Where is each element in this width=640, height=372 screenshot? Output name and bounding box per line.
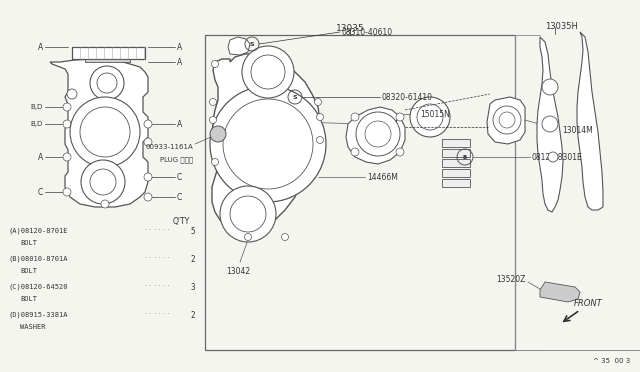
Circle shape — [210, 86, 326, 202]
Circle shape — [542, 116, 558, 132]
Bar — [442, 159, 470, 167]
Circle shape — [242, 46, 294, 98]
Circle shape — [63, 153, 71, 161]
Text: 13014M: 13014M — [562, 125, 593, 135]
Circle shape — [282, 234, 289, 241]
Circle shape — [209, 116, 216, 124]
Text: PLUG プラグ: PLUG プラグ — [160, 157, 193, 163]
Circle shape — [144, 120, 152, 128]
Circle shape — [542, 79, 558, 95]
Circle shape — [210, 126, 226, 142]
Text: 13035: 13035 — [335, 24, 364, 33]
Polygon shape — [228, 37, 250, 55]
Text: 2: 2 — [190, 311, 195, 320]
Text: A: A — [38, 42, 43, 51]
Text: A: A — [177, 42, 182, 51]
Polygon shape — [537, 37, 563, 212]
Text: 3: 3 — [190, 283, 195, 292]
Circle shape — [396, 113, 404, 121]
Text: WASHER: WASHER — [20, 324, 45, 330]
Text: 2: 2 — [190, 255, 195, 264]
Text: (B)08010-8701A: (B)08010-8701A — [8, 255, 67, 262]
Circle shape — [211, 158, 218, 166]
Text: S: S — [292, 94, 298, 99]
Circle shape — [548, 152, 558, 162]
Text: C: C — [177, 192, 182, 202]
Bar — [442, 139, 470, 147]
Text: BOLT: BOLT — [20, 296, 37, 302]
Polygon shape — [212, 54, 320, 230]
Polygon shape — [72, 47, 145, 59]
Circle shape — [144, 193, 152, 201]
Text: 00933-1161A: 00933-1161A — [145, 144, 193, 150]
Text: B,D: B,D — [31, 121, 43, 127]
Bar — [442, 179, 470, 187]
Circle shape — [63, 103, 71, 111]
Text: · · · · · ·: · · · · · · — [145, 227, 170, 233]
Circle shape — [144, 138, 152, 146]
Text: A: A — [177, 119, 182, 128]
Bar — [442, 149, 470, 157]
Circle shape — [356, 112, 400, 156]
Polygon shape — [577, 32, 603, 210]
Text: C: C — [177, 173, 182, 182]
Text: 14466M: 14466M — [367, 173, 398, 182]
Text: 08310-40610: 08310-40610 — [342, 28, 393, 36]
Circle shape — [396, 148, 404, 156]
Circle shape — [317, 113, 323, 121]
Text: Q'TY: Q'TY — [173, 217, 190, 226]
Circle shape — [351, 113, 359, 121]
Text: 15015N: 15015N — [420, 109, 450, 119]
Text: C: C — [38, 187, 43, 196]
Circle shape — [67, 89, 77, 99]
Circle shape — [211, 61, 218, 67]
Circle shape — [351, 148, 359, 156]
Text: B: B — [463, 154, 467, 160]
Text: (C)08120-64520: (C)08120-64520 — [8, 283, 67, 289]
Circle shape — [209, 99, 216, 106]
Polygon shape — [540, 282, 580, 302]
Circle shape — [144, 173, 152, 181]
Text: (D)08915-3381A: (D)08915-3381A — [8, 311, 67, 317]
Text: 5: 5 — [190, 227, 195, 236]
Circle shape — [317, 137, 323, 144]
Text: BOLT: BOLT — [20, 240, 37, 246]
Text: 08320-61410: 08320-61410 — [382, 93, 433, 102]
Text: · · · · · ·: · · · · · · — [145, 311, 170, 317]
Circle shape — [244, 234, 252, 241]
Text: ^ 35  00 3: ^ 35 00 3 — [593, 358, 630, 364]
Text: 13035H: 13035H — [545, 22, 578, 31]
Circle shape — [70, 97, 140, 167]
Text: A: A — [38, 153, 43, 161]
Polygon shape — [346, 107, 405, 164]
Text: BOLT: BOLT — [20, 268, 37, 274]
Text: S: S — [250, 42, 254, 46]
Circle shape — [90, 66, 124, 100]
Text: 08120-8301E: 08120-8301E — [532, 153, 583, 161]
Text: B,D: B,D — [31, 104, 43, 110]
Text: · · · · · ·: · · · · · · — [145, 283, 170, 289]
Circle shape — [63, 120, 71, 128]
Text: · · · · · ·: · · · · · · — [145, 255, 170, 261]
Polygon shape — [50, 59, 148, 207]
Circle shape — [81, 160, 125, 204]
Text: 13520Z: 13520Z — [497, 275, 526, 283]
Circle shape — [220, 186, 276, 242]
Circle shape — [63, 188, 71, 196]
Text: FRONT: FRONT — [573, 299, 602, 308]
Circle shape — [314, 99, 321, 106]
Circle shape — [101, 200, 109, 208]
Bar — [442, 169, 470, 177]
Polygon shape — [487, 97, 525, 144]
Text: 13042: 13042 — [226, 267, 250, 276]
Bar — [205, 35, 515, 350]
Text: (A)08120-8701E: (A)08120-8701E — [8, 227, 67, 234]
Polygon shape — [85, 59, 130, 62]
Text: 15020M: 15020M — [367, 119, 397, 128]
Text: A: A — [177, 58, 182, 67]
Circle shape — [410, 97, 450, 137]
Circle shape — [493, 106, 521, 134]
